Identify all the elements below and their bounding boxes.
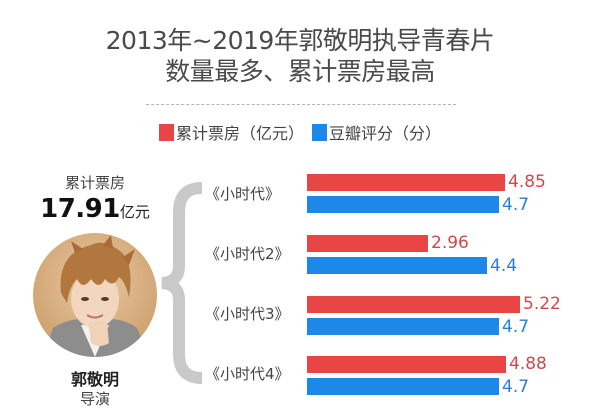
- director-role: 导演: [79, 390, 110, 408]
- value-rating-4: 4.7: [502, 377, 530, 397]
- bar-box-office-3: [307, 296, 520, 313]
- legend-swatch-blue: [312, 123, 327, 141]
- total-box-office-unit: 亿元: [119, 203, 150, 221]
- legend-swatch-red: [158, 123, 174, 141]
- legend-item-box-office: 累计票房（亿元）: [158, 120, 304, 144]
- value-box-office-4: 4.88: [509, 354, 547, 374]
- title-divider: [146, 104, 456, 105]
- value-rating-3: 4.7: [502, 317, 530, 337]
- bar-box-office-1: [307, 174, 505, 191]
- chart-legend: 累计票房（亿元） 豆瓣评分（分）: [0, 120, 600, 144]
- curly-brace-connector: [155, 182, 205, 390]
- chart-title-line-1: 2013年~2019年郭敬明执导青春片: [105, 26, 495, 55]
- bar-rating-4: [307, 378, 499, 395]
- value-box-office-3: 5.22: [523, 294, 561, 314]
- value-rating-2: 4.4: [490, 256, 518, 276]
- value-box-office-2: 2.96: [431, 233, 469, 253]
- chart-title-line-2: 数量最多、累计票房最高: [165, 57, 435, 86]
- legend-label-box-office: 累计票房（亿元）: [175, 124, 304, 143]
- movie-label-3: 《小时代3》: [205, 305, 290, 323]
- total-box-office-number: 17.91: [40, 194, 120, 224]
- value-rating-1: 4.7: [502, 195, 530, 215]
- total-box-office-value: 17.91亿元: [20, 194, 170, 224]
- bar-rating-3: [307, 318, 499, 335]
- portrait-illustration: [33, 233, 157, 357]
- legend-item-rating: 豆瓣评分（分）: [312, 120, 441, 144]
- movie-label-1: 《小时代》: [205, 185, 281, 203]
- bar-box-office-4: [307, 356, 506, 373]
- value-box-office-1: 4.85: [508, 172, 546, 192]
- movie-label-2: 《小时代2》: [205, 245, 290, 263]
- bar-rating-2: [307, 257, 487, 274]
- legend-label-rating: 豆瓣评分（分）: [329, 124, 442, 143]
- director-name: 郭敬明: [70, 370, 119, 389]
- bar-box-office-2: [307, 235, 428, 252]
- bar-rating-1: [307, 196, 499, 213]
- director-avatar: [33, 233, 157, 357]
- total-box-office-label: 累计票房: [64, 174, 125, 192]
- movie-label-4: 《小时代4》: [205, 365, 290, 383]
